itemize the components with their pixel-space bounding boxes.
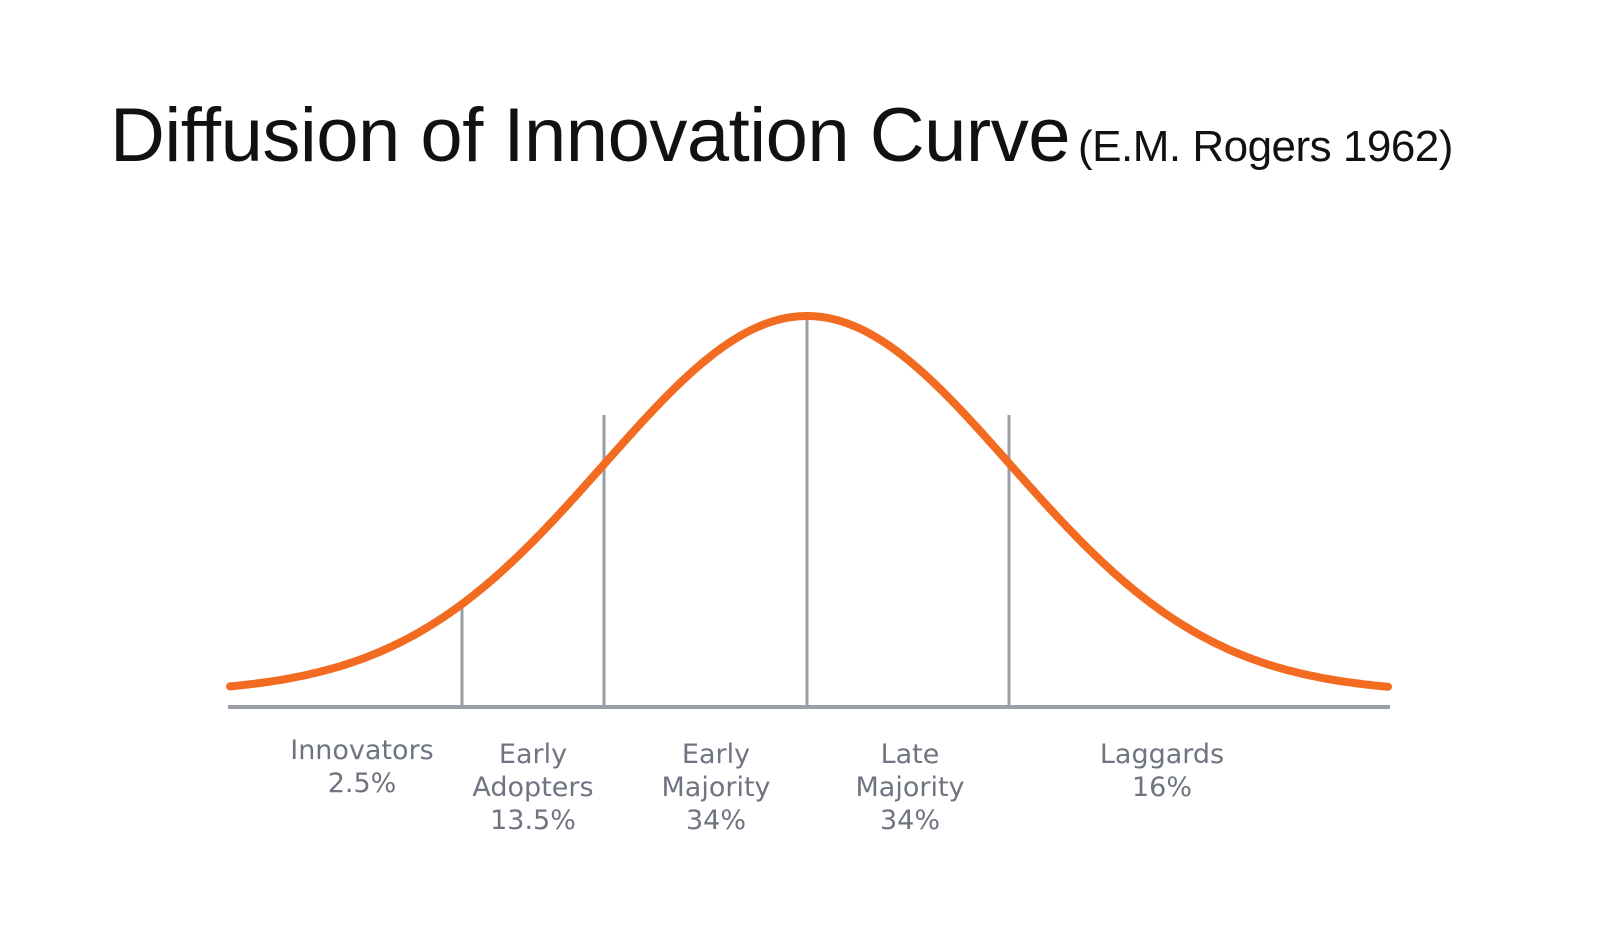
segment-label-line: Innovators (290, 735, 434, 766)
segment-label-innovators: Innovators 2.5% (290, 735, 434, 799)
segment-label-line: 13.5% (490, 805, 576, 836)
segment-label-early-adopters: Early Adopters 13.5% (472, 739, 593, 836)
segment-label-line: Early (499, 739, 567, 770)
adoption-bell-curve (226, 312, 1392, 691)
segment-label-early-majority: Early Majority 34% (661, 739, 770, 836)
segment-label-line: 2.5% (328, 768, 397, 799)
title-main: Diffusion of Innovation Curve (110, 93, 1071, 178)
segment-label-line: 16% (1132, 772, 1192, 803)
segment-label-laggards: Laggards 16% (1100, 739, 1224, 803)
segment-label-line: Majority (661, 772, 770, 803)
page-title: Diffusion of Innovation Curve (E.M. Roger… (110, 92, 1453, 179)
segment-label-line: 34% (686, 805, 746, 836)
segment-label-line: Early (682, 739, 750, 770)
segment-label-late-majority: Late Majority 34% (855, 739, 964, 836)
segment-label-line: 34% (880, 805, 940, 836)
title-citation: (E.M. Rogers 1962) (1078, 122, 1453, 171)
segment-label-line: Adopters (472, 772, 593, 803)
segment-label-line: Laggards (1100, 739, 1224, 770)
segment-label-line: Late (881, 739, 940, 770)
segment-labels: Innovators 2.5%Early Adopters 13.5%Early Maj… (290, 735, 1224, 836)
segment-label-line: Majority (855, 772, 964, 803)
